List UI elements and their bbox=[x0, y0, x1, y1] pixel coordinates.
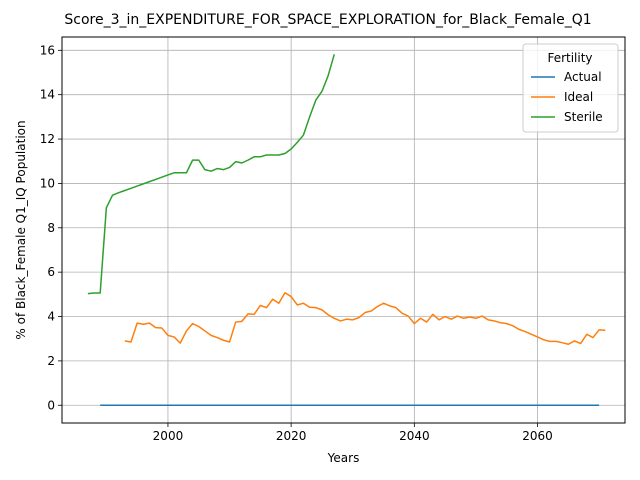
y-ticks: 0 2 4 6 8 10 12 14 16 bbox=[40, 43, 62, 412]
x-ticks: 2000 2020 2040 2060 bbox=[153, 423, 553, 443]
y-tick-label: 12 bbox=[40, 132, 55, 146]
legend-box bbox=[522, 43, 619, 133]
legend-label-actual: Actual bbox=[564, 70, 602, 84]
y-tick-label: 6 bbox=[47, 265, 55, 279]
legend-label-sterile: Sterile bbox=[564, 110, 603, 124]
x-tick-label: 2020 bbox=[276, 429, 307, 443]
legend-label-ideal: Ideal bbox=[564, 90, 593, 104]
y-tick-label: 10 bbox=[40, 176, 55, 190]
legend: Fertility Actual Ideal Sterile bbox=[522, 43, 619, 133]
y-grid bbox=[62, 49, 625, 406]
x-tick-label: 2000 bbox=[153, 429, 184, 443]
y-tick-label: 4 bbox=[47, 310, 55, 324]
series-line-sterile bbox=[87, 54, 335, 295]
y-tick-label: 2 bbox=[47, 354, 55, 368]
x-tick-label: 2040 bbox=[399, 429, 430, 443]
y-tick-label: 14 bbox=[40, 88, 55, 102]
y-tick-label: 16 bbox=[40, 43, 55, 57]
y-axis-label: % of Black_Female Q1_IQ Population bbox=[14, 120, 28, 339]
x-axis-label: Years bbox=[327, 451, 360, 465]
plot-frame bbox=[61, 36, 626, 424]
series-line-ideal bbox=[124, 292, 606, 345]
legend-title: Fertility bbox=[547, 51, 592, 65]
series-lines bbox=[87, 54, 606, 406]
y-tick-label: 0 bbox=[47, 398, 55, 412]
y-tick-label: 8 bbox=[47, 221, 55, 235]
x-tick-label: 2060 bbox=[522, 429, 553, 443]
chart-title: Score_3_in_EXPENDITURE_FOR_SPACE_EXPLORA… bbox=[64, 12, 591, 28]
